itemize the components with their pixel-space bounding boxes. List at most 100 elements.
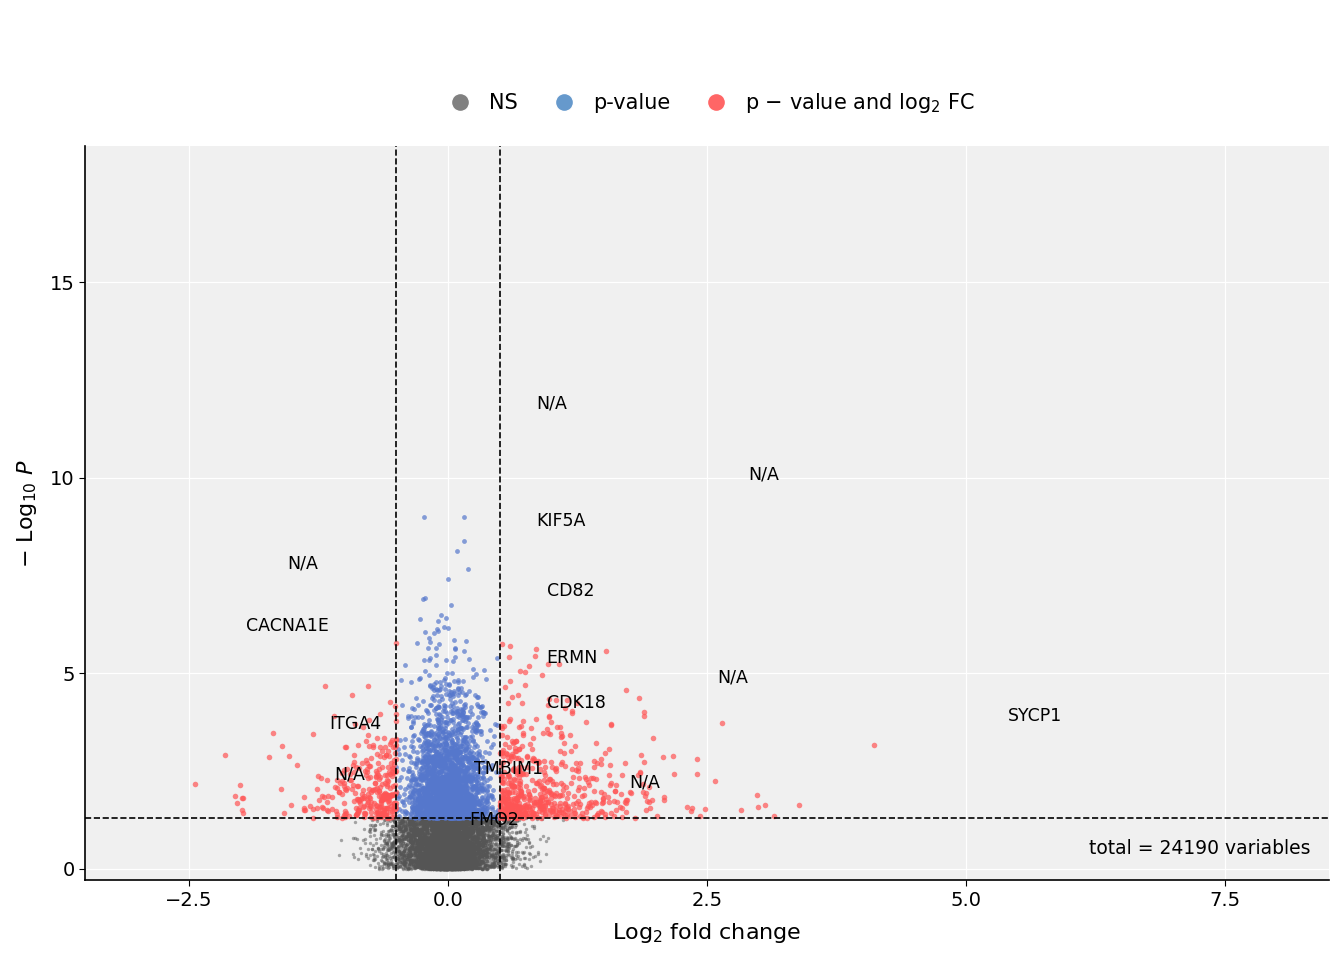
Point <box>435 838 457 853</box>
Point <box>441 857 462 873</box>
Point <box>390 813 411 828</box>
Point <box>435 861 457 876</box>
Point <box>438 843 460 858</box>
Point <box>442 858 464 874</box>
Point <box>414 828 435 844</box>
Point <box>449 834 470 850</box>
Point <box>437 851 458 866</box>
Point <box>415 826 437 841</box>
Point <box>429 850 450 865</box>
Point <box>431 833 453 849</box>
Point <box>438 831 460 847</box>
Point <box>422 836 444 852</box>
Point <box>425 852 446 867</box>
Point <box>452 847 473 862</box>
Point <box>446 857 468 873</box>
Point <box>407 858 429 874</box>
Point <box>444 858 465 874</box>
Point <box>442 847 464 862</box>
Point <box>442 833 464 849</box>
Point <box>406 857 427 873</box>
Point <box>431 858 453 874</box>
Point <box>477 813 499 828</box>
Point <box>441 857 462 873</box>
Point <box>425 781 446 797</box>
Point <box>465 842 487 857</box>
Point <box>457 850 478 865</box>
Point <box>427 752 449 767</box>
Point <box>449 834 470 850</box>
Point <box>448 852 469 867</box>
Point <box>430 845 452 860</box>
Point <box>434 860 456 876</box>
Point <box>441 860 462 876</box>
Point <box>376 852 398 868</box>
Point <box>391 855 413 871</box>
Point <box>434 845 456 860</box>
Point <box>442 852 464 867</box>
Point <box>461 826 482 841</box>
Point <box>437 850 458 865</box>
Point <box>429 857 450 873</box>
Point <box>435 828 457 844</box>
Point <box>476 854 497 870</box>
Point <box>426 700 448 715</box>
Point <box>448 837 469 852</box>
Point <box>442 832 464 848</box>
Point <box>435 861 457 876</box>
Point <box>437 852 458 868</box>
Point <box>425 848 446 863</box>
Point <box>441 857 462 873</box>
Point <box>437 829 458 845</box>
Point <box>450 800 472 815</box>
Point <box>438 845 460 860</box>
Point <box>427 846 449 861</box>
Point <box>431 858 453 874</box>
Point <box>418 851 439 866</box>
Point <box>426 821 448 836</box>
Point <box>439 850 461 865</box>
Point <box>477 820 499 835</box>
Point <box>472 861 493 876</box>
Point <box>430 844 452 859</box>
Point <box>414 750 435 765</box>
Point <box>433 851 454 866</box>
Point <box>434 858 456 874</box>
Point <box>445 856 466 872</box>
Point <box>435 845 457 860</box>
Point <box>441 853 462 869</box>
Point <box>407 824 429 839</box>
Point <box>415 759 437 775</box>
Point <box>493 858 515 874</box>
Point <box>418 840 439 855</box>
Point <box>431 832 453 848</box>
Point <box>460 774 481 789</box>
Point <box>425 860 446 876</box>
Point <box>456 839 477 854</box>
Point <box>480 787 501 803</box>
Point <box>452 838 473 853</box>
Point <box>435 828 457 844</box>
Point <box>441 853 462 869</box>
Point <box>433 855 454 871</box>
Point <box>435 816 457 831</box>
Point <box>433 855 454 871</box>
Point <box>454 856 476 872</box>
Point <box>423 852 445 867</box>
Point <box>488 817 509 832</box>
Point <box>444 760 465 776</box>
Point <box>446 836 468 852</box>
Point <box>421 833 442 849</box>
Point <box>433 854 454 870</box>
Point <box>512 725 534 740</box>
Point <box>435 803 457 818</box>
Point <box>442 856 464 872</box>
Point <box>439 847 461 862</box>
Point <box>426 859 448 875</box>
Point <box>478 847 500 862</box>
Point <box>438 805 460 821</box>
Point <box>438 858 460 874</box>
Point <box>430 856 452 872</box>
Point <box>437 824 458 839</box>
Point <box>426 842 448 857</box>
